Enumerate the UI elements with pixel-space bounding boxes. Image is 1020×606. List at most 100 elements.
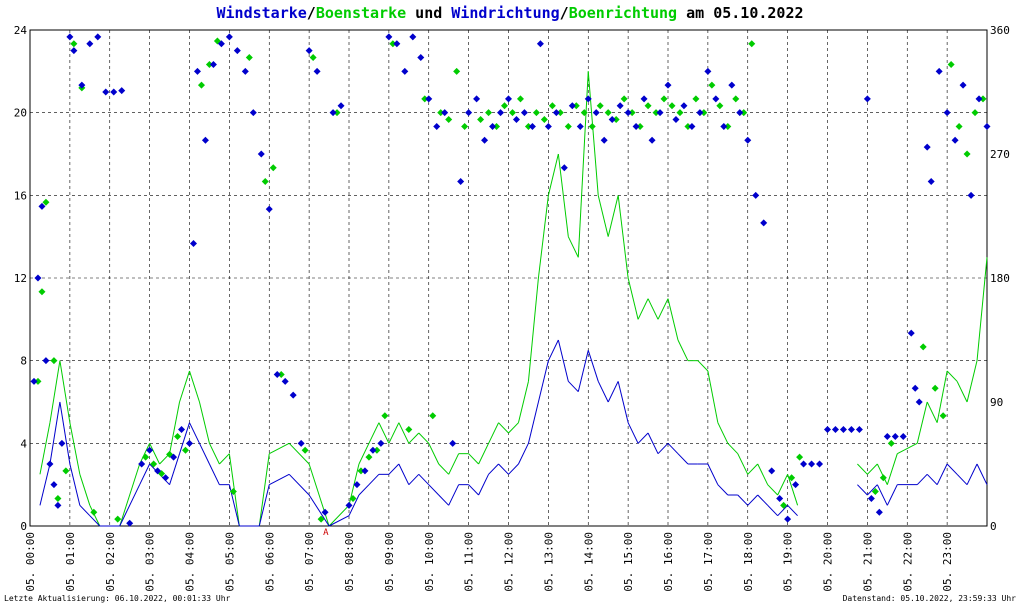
wind-strength-segment xyxy=(468,484,479,496)
wind-direction-point xyxy=(983,122,991,130)
wind-direction-point xyxy=(146,446,154,454)
gust-direction-point xyxy=(373,446,381,454)
gust-strength-segment xyxy=(438,463,450,475)
wind-strength-segment xyxy=(647,432,659,454)
gust-strength-segment xyxy=(368,422,380,444)
gust-direction-point xyxy=(421,95,429,103)
wind-strength-segment xyxy=(169,453,181,485)
gust-strength-segment xyxy=(617,195,629,279)
gust-strength-segment xyxy=(857,463,868,475)
gust-direction-point xyxy=(588,122,596,130)
wind-strength-segment xyxy=(876,484,888,506)
wind-direction-point xyxy=(680,102,688,110)
gust-direction-point xyxy=(780,501,788,509)
wind-direction-point xyxy=(744,136,752,144)
wind-direction-point xyxy=(656,109,664,117)
gust-strength-segment xyxy=(328,504,350,527)
gust-direction-point xyxy=(50,357,58,365)
x-tick-label: 05. 22:00 xyxy=(901,532,914,592)
event-marker: A xyxy=(323,528,329,538)
gust-direction-point xyxy=(42,198,50,206)
wind-direction-point xyxy=(30,377,38,385)
wind-direction-point xyxy=(616,102,624,110)
wind-direction-point xyxy=(891,432,899,440)
gust-direction-point xyxy=(947,60,955,68)
wind-direction-point xyxy=(967,191,975,199)
x-tick-label: 05. 12:00 xyxy=(503,532,516,592)
gust-direction-point xyxy=(628,109,636,117)
wind-strength-segment xyxy=(199,443,210,465)
wind-direction-point xyxy=(233,47,241,55)
wind-strength-segment xyxy=(527,401,539,444)
wind-direction-point xyxy=(863,95,871,103)
wind-direction-point xyxy=(935,67,943,75)
gust-direction-point xyxy=(174,432,182,440)
gust-strength-segment xyxy=(149,443,161,465)
wind-direction-point xyxy=(648,136,656,144)
wind-direction-point xyxy=(425,95,433,103)
gust-strength-segment xyxy=(119,463,141,527)
wind-strength-segment xyxy=(567,380,579,393)
y-tick-label-left: 12 xyxy=(14,272,27,285)
wind-direction-point xyxy=(393,40,401,48)
gust-strength-segment xyxy=(498,422,509,434)
gust-strength-segment xyxy=(647,298,659,320)
gust-strength-segment xyxy=(69,422,81,475)
gust-strength-segment xyxy=(418,432,430,444)
y-tick-label-left: 16 xyxy=(14,189,27,202)
wind-direction-point xyxy=(50,481,58,489)
gust-strength-segment xyxy=(488,422,499,444)
wind-direction-point xyxy=(225,33,233,41)
gust-direction-point xyxy=(564,122,572,130)
wind-strength-segment xyxy=(258,484,270,527)
wind-strength-segment xyxy=(498,463,509,475)
wind-direction-point xyxy=(66,33,74,41)
gust-direction-point xyxy=(572,102,580,110)
x-tick-label: 05. 14:00 xyxy=(582,532,595,592)
x-tick-label: 05. 18:00 xyxy=(742,532,755,592)
gust-direction-point xyxy=(309,54,317,62)
gust-strength-segment xyxy=(89,505,101,527)
gust-direction-point xyxy=(580,109,588,117)
gust-strength-segment xyxy=(388,422,400,444)
wind-direction-point xyxy=(186,439,193,447)
gust-strength-segment xyxy=(557,153,569,237)
wind-direction-point xyxy=(305,47,313,55)
wind-strength-segment xyxy=(428,484,440,496)
wind-strength-segment xyxy=(976,463,988,485)
x-tick-label: 05. 19:00 xyxy=(782,532,795,592)
gust-strength-segment xyxy=(508,422,519,434)
wind-direction-point xyxy=(78,81,86,89)
wind-direction-point xyxy=(831,426,839,434)
wind-direction-point xyxy=(560,164,568,172)
gust-strength-segment xyxy=(956,381,968,403)
wind-direction-point xyxy=(752,191,760,199)
wind-strength-segment xyxy=(627,422,639,444)
wind-strength-series xyxy=(39,339,988,527)
title-part: Windrichtung xyxy=(451,4,559,22)
wind-direction-point xyxy=(178,426,186,434)
gust-strength-segment xyxy=(358,443,370,465)
wind-strength-segment xyxy=(408,473,420,486)
wind-direction-point xyxy=(883,432,891,440)
wind-direction-point xyxy=(959,81,967,89)
y-tick-label-right: 0 xyxy=(990,520,997,533)
wind-strength-segment xyxy=(438,494,450,506)
wind-strength-segment xyxy=(139,463,151,485)
wind-strength-segment xyxy=(637,432,649,444)
wind-strength-segment xyxy=(577,350,589,392)
wind-direction-point xyxy=(816,460,824,468)
wind-direction-point xyxy=(911,384,919,392)
wind-direction-point xyxy=(568,102,576,110)
wind-strength-segment xyxy=(677,453,689,465)
wind-strength-segment xyxy=(89,515,101,527)
gust-direction-point xyxy=(429,412,437,420)
wind-direction-point xyxy=(808,460,816,468)
wind-strength-segment xyxy=(886,484,898,506)
wind-strength-segment xyxy=(587,350,599,382)
gust-strength-series xyxy=(39,71,988,527)
gust-direction-point xyxy=(182,446,190,454)
gust-direction-point xyxy=(229,488,237,496)
gust-direction-point xyxy=(708,81,716,89)
